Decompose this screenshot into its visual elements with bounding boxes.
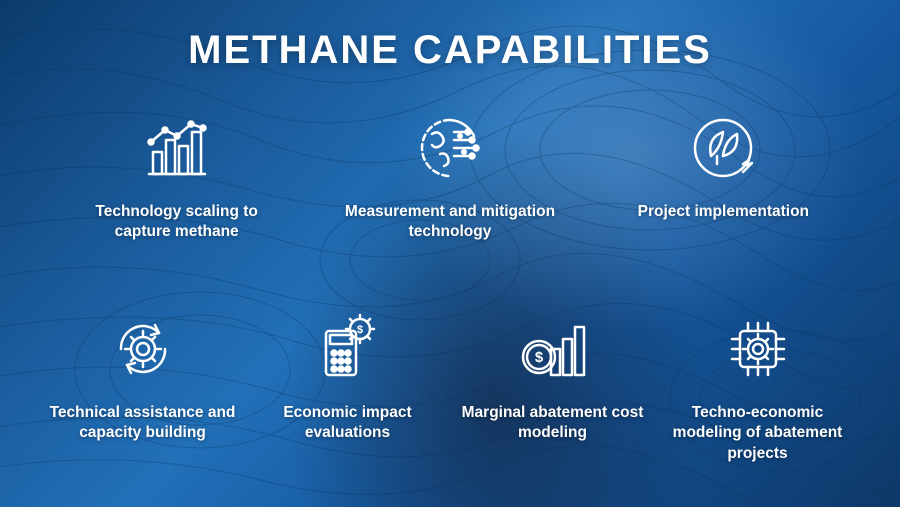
- capability-item: Techno-economic modeling of abatement pr…: [660, 309, 855, 463]
- dollar-bars-icon: $: [513, 309, 593, 389]
- capability-label: Technical assistance and capacity buildi…: [45, 403, 240, 443]
- capability-grid: Technology scaling to capture methane: [40, 85, 860, 487]
- capability-item: Technology scaling to capture methane: [67, 108, 287, 242]
- leaf-plug-circle-icon: [683, 108, 763, 188]
- page-title: METHANE CAPABILITIES: [188, 28, 712, 73]
- capability-label: Economic impact evaluations: [250, 403, 445, 443]
- chip-gear-icon: [718, 309, 798, 389]
- capability-item: $ Marginal abatement cost modeling: [455, 309, 650, 443]
- capability-label: Measurement and mitigation technology: [340, 202, 560, 242]
- svg-text:$: $: [534, 349, 543, 366]
- capability-row-bottom: Technical assistance and capacity buildi…: [40, 309, 860, 463]
- bar-chart-line-icon: [137, 108, 217, 188]
- svg-text:$: $: [356, 324, 362, 336]
- capability-row-top: Technology scaling to capture methane: [40, 108, 860, 242]
- calculator-gear-dollar-icon: $: [308, 309, 388, 389]
- capability-item: Technical assistance and capacity buildi…: [45, 309, 240, 443]
- capability-label: Project implementation: [638, 202, 809, 222]
- capability-item: Measurement and mitigation technology: [340, 108, 560, 242]
- capability-item: Project implementation: [613, 108, 833, 222]
- capability-label: Techno-economic modeling of abatement pr…: [660, 403, 855, 463]
- capability-label: Marginal abatement cost modeling: [455, 403, 650, 443]
- gear-cycle-icon: [103, 309, 183, 389]
- globe-circuit-icon: [410, 108, 490, 188]
- capability-item: $ Economic impact evaluations: [250, 309, 445, 443]
- capability-label: Technology scaling to capture methane: [67, 202, 287, 242]
